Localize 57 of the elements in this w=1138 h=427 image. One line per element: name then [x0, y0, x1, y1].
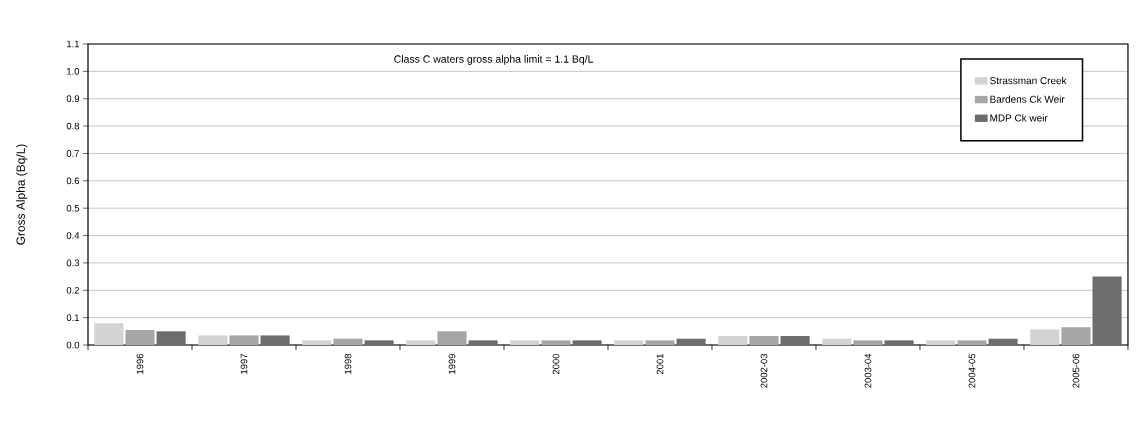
bar — [156, 331, 186, 345]
y-tick-label: 0.4 — [66, 232, 80, 239]
x-tick-label: 1997 — [240, 353, 248, 374]
bar — [437, 331, 467, 345]
bar — [926, 340, 956, 345]
y-tick-label: 0.2 — [66, 286, 80, 294]
bar — [572, 340, 602, 345]
bar — [822, 338, 852, 345]
bar — [1092, 276, 1122, 345]
bar — [94, 323, 124, 345]
y-tick-label: 0.1 — [66, 314, 80, 321]
bar — [333, 338, 363, 345]
y-tick-label: 0.3 — [66, 259, 80, 267]
x-tick-label: 2002-03 — [760, 353, 768, 388]
legend-label: Bardens Ck Weir — [990, 95, 1065, 103]
bar — [780, 335, 810, 345]
bar — [988, 338, 1018, 345]
bar — [718, 335, 748, 345]
bar — [468, 340, 498, 345]
bar — [125, 329, 155, 345]
y-tick-label: 0.8 — [66, 122, 80, 130]
annotation: Class C waters gross alpha limit = 1.1 Bq/L — [394, 55, 594, 65]
y-tick-label: 0.7 — [66, 150, 80, 157]
bar — [957, 340, 987, 345]
bar — [406, 340, 436, 345]
bar — [1030, 329, 1060, 345]
x-tick-label: 1996 — [136, 353, 144, 374]
bar — [260, 335, 290, 345]
bar — [510, 340, 540, 345]
bar — [302, 340, 332, 345]
bar — [229, 335, 259, 345]
bar — [541, 340, 571, 345]
x-tick-label: 2004-05 — [968, 353, 976, 388]
y-tick-label: 0.5 — [66, 204, 80, 212]
bar — [614, 340, 644, 345]
bar — [676, 338, 706, 345]
legend-label: Strassman Creek — [990, 76, 1067, 85]
x-tick-label: 2005-06 — [1072, 353, 1080, 388]
bar — [749, 335, 779, 345]
x-tick-label: 2001 — [656, 353, 664, 375]
x-tick-label: 1998 — [344, 353, 352, 374]
y-tick-label: 1.0 — [67, 68, 80, 75]
y-tick-label: 1.1 — [67, 40, 80, 48]
bar — [884, 340, 914, 345]
y-tick-label: 0.0 — [66, 341, 80, 349]
bar — [853, 340, 883, 345]
x-tick-label: 1999 — [448, 353, 456, 374]
x-tick-label: 2000 — [552, 353, 560, 375]
y-tick-label: 0.9 — [66, 95, 80, 103]
bar — [198, 335, 228, 345]
bar — [364, 340, 394, 345]
legend-label: MDP Ck weir — [990, 114, 1048, 122]
bar — [645, 340, 675, 345]
y-tick-label: 0.6 — [66, 177, 80, 185]
x-tick-label: 2003-04 — [864, 353, 872, 388]
y-axis-title: Gross Alpha (Bq/L) — [16, 144, 28, 245]
bar — [1061, 327, 1091, 345]
